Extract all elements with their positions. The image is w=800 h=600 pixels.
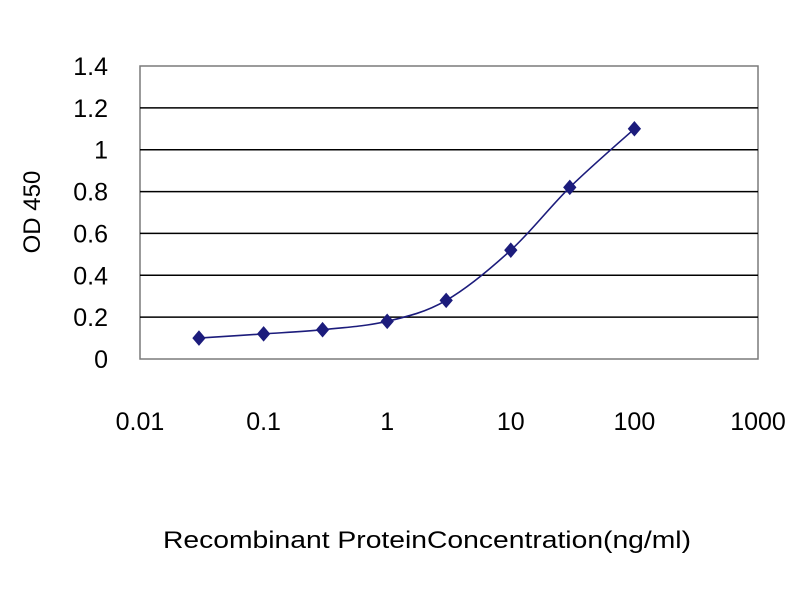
data-point — [563, 179, 577, 196]
y-tick-label: 1 — [94, 137, 108, 165]
data-point — [439, 292, 453, 309]
y-tick-label: 0.2 — [73, 304, 108, 332]
data-point — [627, 121, 642, 137]
x-tick-label: 100 — [614, 408, 656, 436]
data-point — [504, 242, 518, 258]
x-tick-label: 10 — [497, 408, 525, 436]
data-point — [192, 330, 206, 346]
x-axis-title: Recombinant ProteinConcentration(ng/ml) — [163, 527, 691, 554]
x-tick-label: 0.01 — [116, 408, 165, 436]
data-point — [380, 313, 394, 330]
y-tick-label: 0.8 — [73, 179, 108, 207]
x-tick-label: 1000 — [730, 408, 786, 436]
y-tick-label: 1.2 — [73, 95, 108, 123]
plot-area — [139, 65, 759, 360]
y-tick-label: 0.6 — [73, 220, 108, 248]
y-axis-title: OD 450 — [19, 171, 46, 254]
data-point — [315, 321, 330, 338]
data-point — [256, 326, 271, 342]
x-tick-label: 1 — [380, 408, 394, 436]
y-tick-label: 1.4 — [73, 53, 108, 81]
y-tick-label: 0 — [94, 346, 108, 374]
x-tick-label: 0.1 — [246, 408, 281, 436]
y-tick-label: 0.4 — [73, 262, 108, 290]
